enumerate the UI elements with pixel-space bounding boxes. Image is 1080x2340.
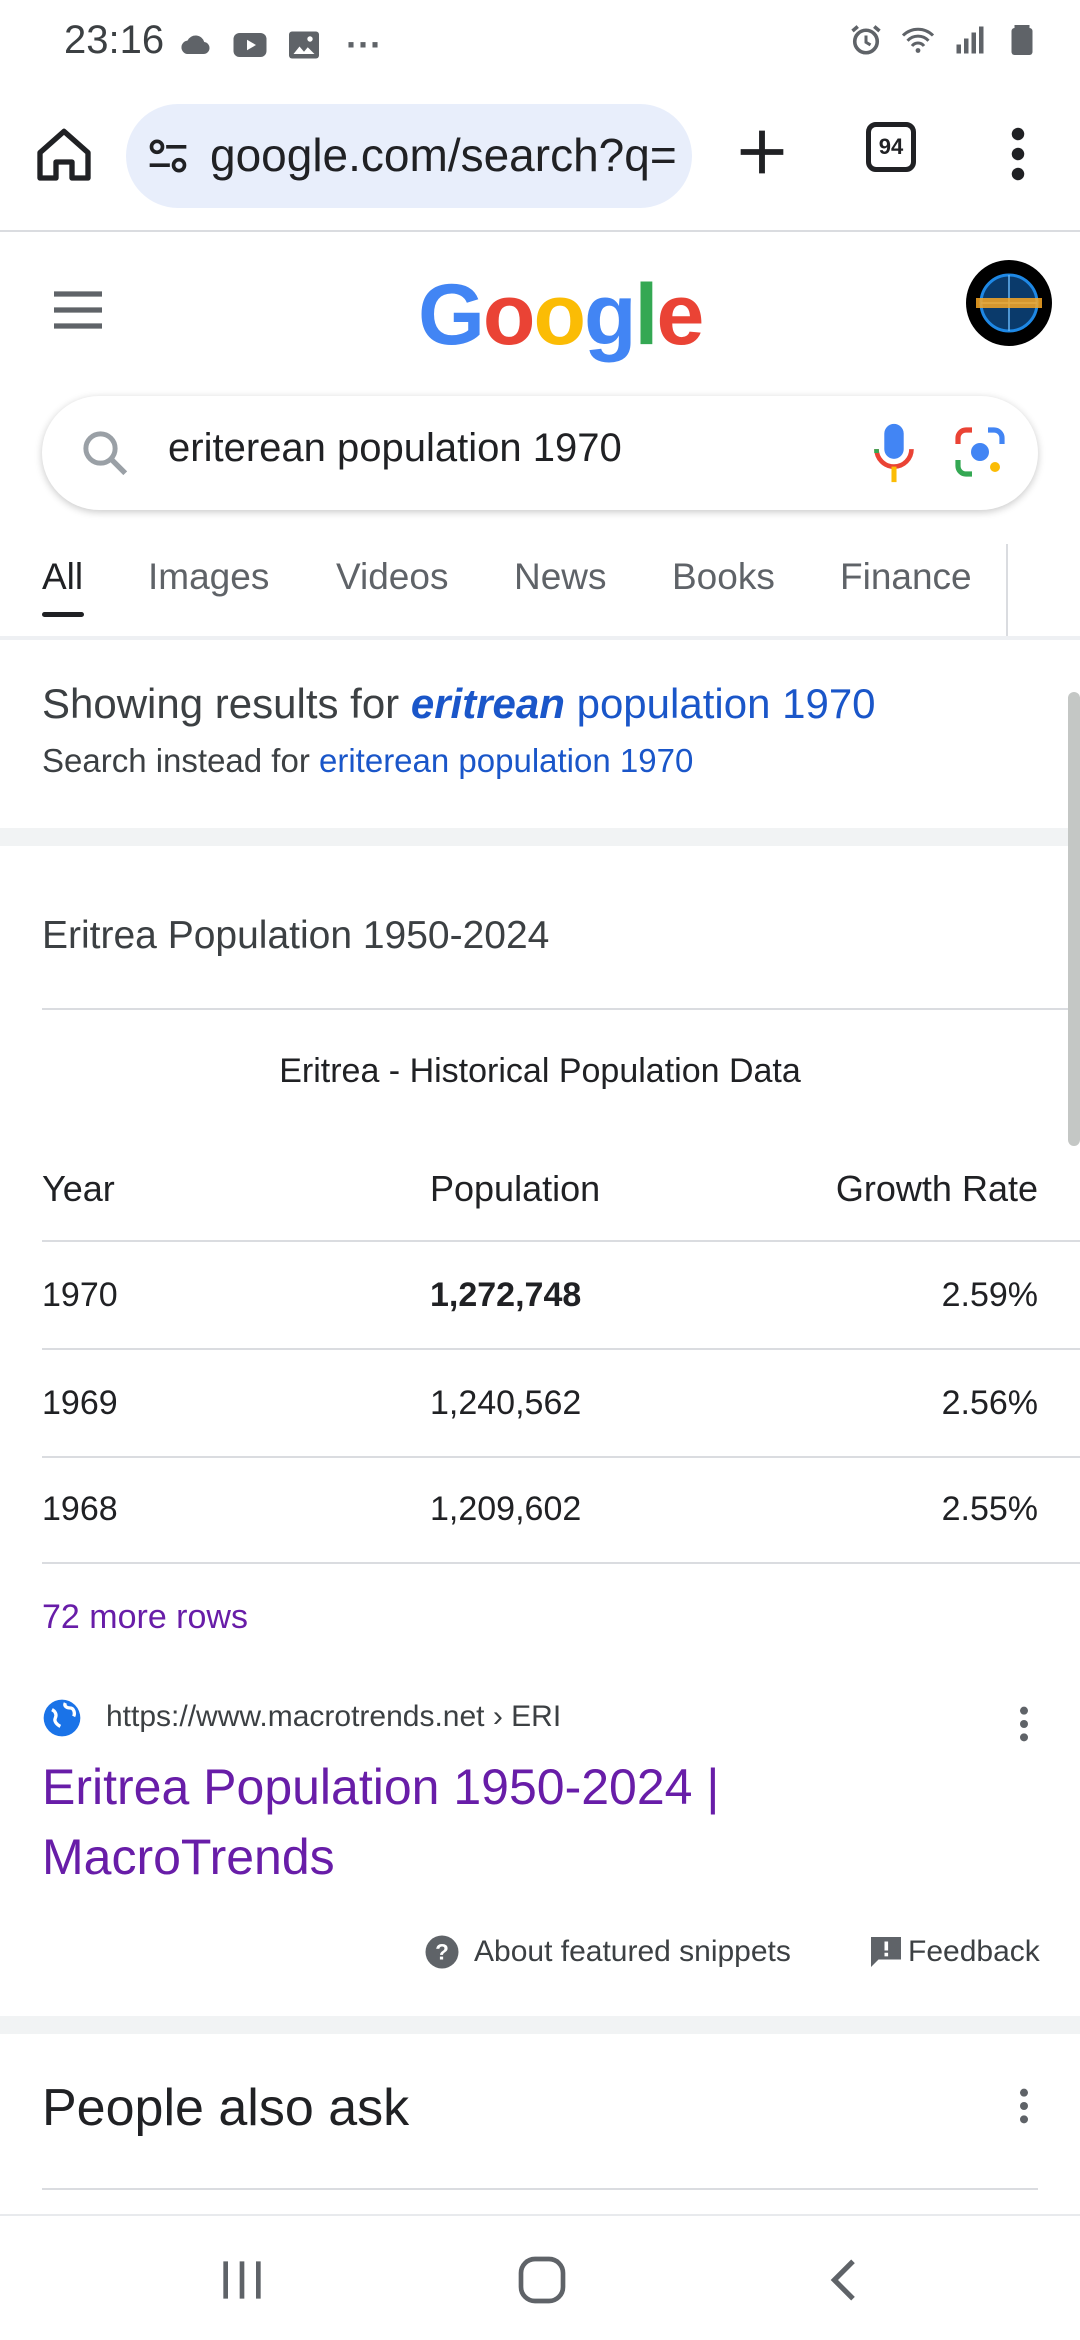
table-row-divider [42,1456,1080,1458]
gallery-icon [289,31,319,59]
cell-population: 1,272,748 [430,1276,582,1314]
globe-icon [43,1699,81,1737]
cell-growth: 2.56% [941,1384,1038,1422]
logo-letter: o [482,267,536,363]
people-also-ask-heading: People also ask [42,2079,410,2137]
tab-videos[interactable]: Videos [336,556,449,597]
battery-icon [1011,25,1033,55]
status-system-icons [848,22,1040,58]
search-instead-for: Search instead for eriterean population … [42,742,693,780]
tab-count: 94 [878,134,904,159]
feedback-label: Feedback [908,1935,1040,1968]
logo-letter: g [584,267,637,363]
table-row-divider [42,1348,1080,1350]
feedback-icon [871,1937,901,1967]
cell-year: 1969 [42,1384,118,1422]
google-lens-icon[interactable] [952,424,1008,480]
recent-apps-icon[interactable] [214,2252,270,2308]
table-header-divider [42,1240,1080,1242]
column-header-year: Year [42,1168,115,1209]
hamburger-menu-icon[interactable] [50,288,106,332]
status-time: 23:16 [64,18,165,62]
corrected-query-link[interactable]: population 1970 [564,680,876,727]
about-featured-snippets-label: About featured snippets [474,1935,791,1968]
new-tab-icon[interactable] [730,120,794,184]
url-text[interactable]: google.com/search?q= [210,129,677,181]
alarm-icon [851,25,881,55]
paa-options-icon[interactable] [1014,2086,1034,2126]
back-icon[interactable] [818,2252,874,2308]
status-notification-icons: ··· [178,24,382,66]
table-caption: Eritrea - Historical Population Data [279,1052,801,1090]
feedback-button[interactable]: Feedback [868,1934,1040,1970]
tab-all[interactable]: All [42,556,84,597]
cell-population: 1,240,562 [430,1384,582,1422]
original-query-link[interactable]: eriterean population 1970 [319,742,694,779]
tab-news[interactable]: News [514,556,607,597]
more-notifications-icon: ··· [346,24,382,65]
google-logo[interactable]: Google [418,266,704,365]
corrected-word-link[interactable]: eritrean [410,680,565,727]
svg-text:?: ? [435,1940,449,1965]
search-input[interactable]: eriterean population 1970 [168,426,622,470]
cloud-icon [181,35,210,55]
cell-population: 1,209,602 [430,1490,582,1528]
column-header-growth: Growth Rate [835,1168,1038,1209]
home-nav-icon[interactable] [514,2252,570,2308]
search-icon[interactable] [78,426,132,480]
voice-search-icon[interactable] [870,420,918,486]
table-bottom-divider [42,1562,1080,1564]
result-title-link[interactable]: Eritrea Population 1950-2024 | MacroTren… [42,1759,720,1885]
result-options-icon[interactable] [1014,1704,1034,1744]
search-tabs: All Images Videos News Books Finance [0,540,1080,638]
tabs-separator [1006,544,1008,638]
showing-prefix: Showing results for [42,680,411,727]
tab-books[interactable]: Books [672,556,775,597]
cell-growth: 2.55% [941,1490,1038,1528]
showing-results-for: Showing results for eritrean population … [42,680,876,728]
tab-switcher-button[interactable]: 94 [866,122,916,172]
home-icon[interactable] [32,122,96,186]
logo-letter: l [634,267,659,363]
logo-letter: e [656,267,704,363]
signal-icon [956,26,984,54]
site-settings-icon[interactable] [146,134,190,178]
help-icon: ? [425,1935,459,1969]
section-separator [0,828,1080,846]
section-separator [0,2016,1080,2034]
tabs-divider [0,636,1080,640]
tab-all-underline [42,612,84,617]
logo-letter: G [418,267,485,363]
search-instead-prefix: Search instead for [42,742,319,779]
status-bar: 23:16 ··· [0,0,1080,84]
tab-finance[interactable]: Finance [840,556,972,597]
scrollbar-thumb[interactable] [1068,692,1080,1146]
cell-growth: 2.59% [941,1276,1038,1314]
toolbar-divider [0,230,1080,232]
avatar-image [976,273,1042,333]
more-rows-link[interactable]: 72 more rows [42,1598,248,1636]
column-header-population: Population [430,1168,601,1209]
cell-year: 1968 [42,1490,118,1528]
snippet-divider [42,1008,1080,1010]
wifi-icon [901,27,935,53]
snippet-heading: Eritrea Population 1950-2024 [42,914,550,957]
browser-toolbar: google.com/search?q= 94 [0,96,1080,216]
address-bar[interactable]: google.com/search?q= [126,104,692,208]
system-nav-bar [0,2214,1080,2340]
paa-divider [42,2188,1038,2190]
logo-letter: o [533,267,586,363]
search-box[interactable]: eriterean population 1970 [42,396,1038,510]
tab-images[interactable]: Images [148,556,270,597]
cell-year: 1970 [42,1276,118,1314]
browser-menu-icon[interactable] [1000,124,1036,184]
youtube-icon [233,33,267,57]
source-url[interactable]: https://www.macrotrends.net › ERI [106,1700,562,1733]
about-featured-snippets[interactable]: ? About featured snippets [424,1934,791,1970]
account-avatar[interactable] [966,260,1052,346]
